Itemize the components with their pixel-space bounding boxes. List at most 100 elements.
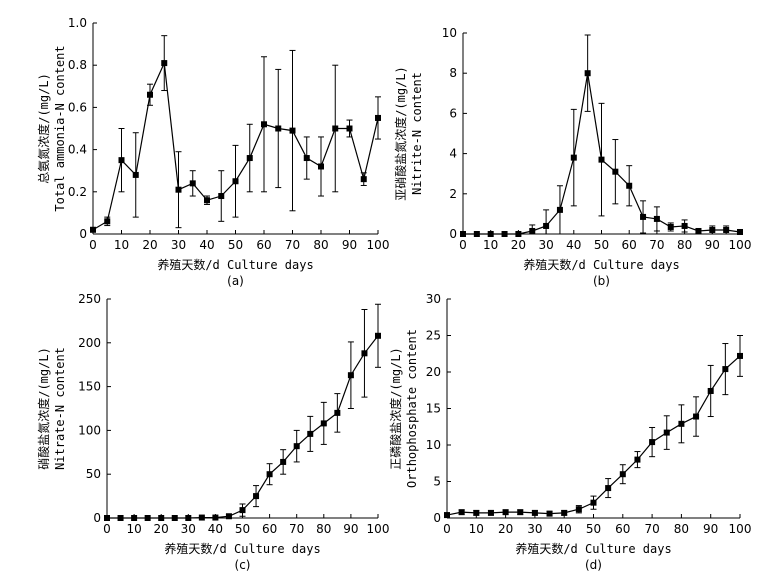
- data-point: [605, 485, 612, 492]
- y-axis-title-cn: 硝酸盐氮浓度/(mg/L): [36, 347, 51, 470]
- x-tick-label: 0: [443, 522, 451, 536]
- data-point: [444, 512, 450, 519]
- y-tick-label: 200: [78, 336, 101, 350]
- data-point: [473, 231, 480, 237]
- data-point: [707, 387, 714, 394]
- chart-panel-3: 0 10 20 30 40 50 60 70 80 90 100 0 50 100 150 200 250 养殖天…: [36, 292, 389, 572]
- x-tick-label: 0: [103, 522, 111, 536]
- data-point: [118, 157, 125, 164]
- y-tick-label: 0.8: [68, 58, 87, 72]
- data-point: [204, 197, 210, 204]
- y-tick-label: 0: [79, 227, 87, 241]
- data-point: [266, 471, 273, 478]
- data-point: [175, 186, 182, 193]
- x-tick-label: 0: [459, 238, 467, 252]
- x-tick-label: 50: [228, 238, 243, 252]
- data-point: [561, 509, 568, 516]
- x-tick-label: 90: [703, 522, 718, 536]
- x-tick-label: 60: [262, 522, 277, 536]
- panel-label: (a): [227, 274, 244, 288]
- data-point: [709, 226, 716, 233]
- y-tick-label: 8: [449, 66, 457, 80]
- x-tick-label: 90: [342, 238, 357, 252]
- data-point: [261, 121, 267, 128]
- data-point: [722, 366, 729, 373]
- x-tick-label: 80: [313, 238, 328, 252]
- data-point: [185, 515, 192, 521]
- x-tick-label: 100: [729, 238, 752, 252]
- x-tick-label: 50: [235, 522, 250, 536]
- y-tick-label: 30: [426, 292, 441, 306]
- y-tick-label: 100: [78, 423, 101, 437]
- y-tick-label: 0.6: [68, 100, 87, 114]
- x-tick-label: 80: [677, 238, 692, 252]
- data-point: [487, 231, 494, 237]
- data-point: [189, 180, 196, 187]
- x-axis-title: 养殖天数/d Culture days: [157, 257, 313, 272]
- x-tick-label: 70: [285, 238, 300, 252]
- x-tick-label: 100: [729, 522, 752, 536]
- x-tick-label: 50: [586, 522, 601, 536]
- chart-panel-4: 0 10 20 30 40 50 60 70 80 90 100 0 5 10 15 20 25 30 养殖天数/d…: [388, 292, 751, 572]
- data-point: [375, 332, 381, 339]
- data-point: [693, 413, 700, 420]
- data-point: [320, 420, 327, 427]
- data-point: [487, 509, 494, 516]
- x-tick-label: 0: [89, 238, 97, 252]
- y-tick-label: 0: [433, 511, 441, 525]
- y-tick-label: 250: [78, 292, 101, 306]
- y-tick-label: 25: [426, 329, 441, 343]
- data-point: [307, 430, 314, 437]
- data-point: [531, 509, 538, 516]
- data-point: [723, 226, 730, 233]
- data-point: [737, 228, 743, 235]
- data-point: [117, 515, 124, 521]
- data-point: [515, 231, 522, 237]
- x-tick-label: 10: [483, 238, 498, 252]
- panel-label: (b): [593, 274, 610, 288]
- x-tick-label: 70: [644, 522, 659, 536]
- x-tick-label: 100: [367, 522, 390, 536]
- data-point: [218, 193, 225, 200]
- x-tick-label: 80: [674, 522, 689, 536]
- data-point: [529, 227, 536, 234]
- data-point: [590, 499, 597, 506]
- data-point: [332, 125, 339, 132]
- x-tick-label: 50: [594, 238, 609, 252]
- y-axis-title-cn: 总氨氮浓度/(mg/L): [36, 73, 51, 184]
- data-point: [663, 429, 670, 436]
- x-tick-label: 80: [316, 522, 331, 536]
- y-tick-label: 10: [442, 26, 457, 40]
- data-point: [158, 515, 165, 521]
- y-tick-label: 0.4: [68, 143, 87, 157]
- data-point: [246, 155, 253, 162]
- data-point: [232, 178, 239, 185]
- data-point: [598, 156, 605, 163]
- y-tick-label: 1.0: [68, 16, 87, 30]
- x-axis-title: 养殖天数/d Culture days: [515, 541, 671, 556]
- data-point: [161, 60, 168, 67]
- x-tick-label: 40: [208, 522, 223, 536]
- data-point: [517, 509, 524, 516]
- data-point: [90, 226, 96, 233]
- y-tick-label: 2: [449, 187, 457, 201]
- x-tick-label: 20: [511, 238, 526, 252]
- data-point: [334, 409, 341, 416]
- y-tick-label: 0.2: [68, 185, 87, 199]
- data-point: [144, 515, 151, 521]
- data-point: [346, 125, 353, 132]
- data-point: [502, 509, 509, 516]
- x-tick-label: 60: [615, 522, 630, 536]
- y-tick-label: 20: [426, 365, 441, 379]
- x-tick-label: 100: [367, 238, 390, 252]
- data-point: [360, 176, 367, 183]
- data-point: [361, 350, 368, 357]
- data-point: [556, 206, 563, 213]
- data-point: [575, 506, 582, 513]
- data-point: [212, 514, 219, 521]
- data-point: [253, 493, 260, 500]
- data-point: [634, 456, 641, 463]
- x-tick-label: 30: [181, 522, 196, 536]
- x-tick-label: 20: [498, 522, 513, 536]
